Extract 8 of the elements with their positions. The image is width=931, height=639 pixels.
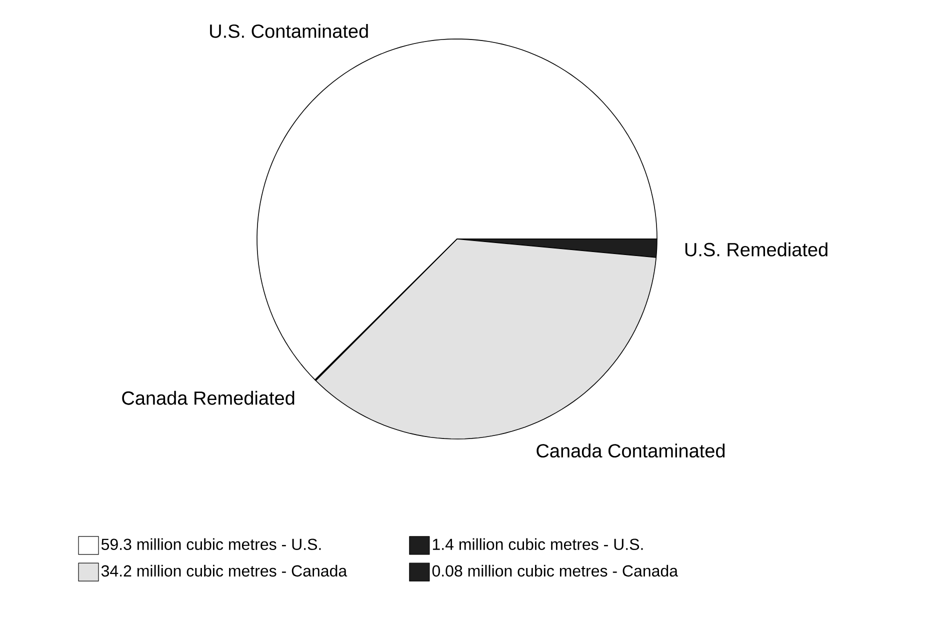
text: Canada Contaminated (536, 444, 725, 458)
legend-label: 59.3 million cubic metres - U.S. (101, 538, 321, 550)
text: U.S. Contaminated (210, 24, 368, 38)
legend-label: 34.2 million cubic metres - Canada (101, 564, 348, 577)
legend-label: 0.08 million cubic metres - Canada (432, 564, 678, 577)
legend-label: 1.4 million cubic metres - U.S. (432, 538, 643, 550)
text: Canada Remediated (122, 390, 294, 405)
text: U.S. Remediated (685, 242, 828, 256)
